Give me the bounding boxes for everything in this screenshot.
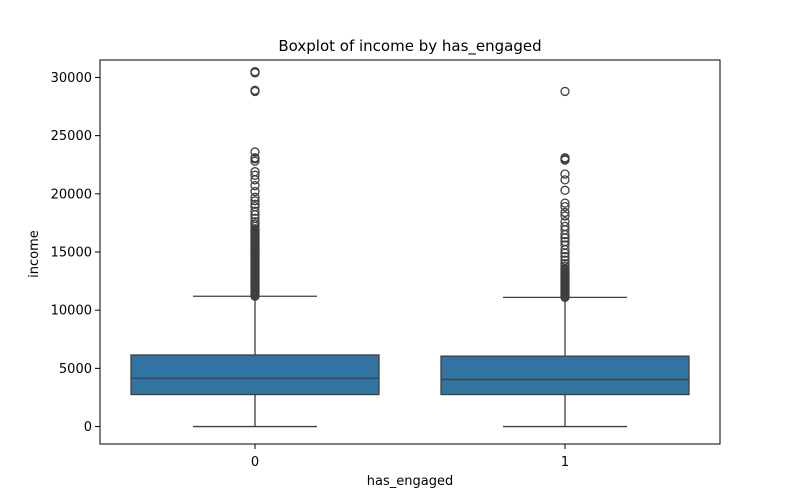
y-tick-label: 5000 (59, 362, 92, 377)
outlier-point (250, 213, 260, 223)
outlier-point (560, 201, 570, 212)
y-tick-label: 25000 (51, 129, 92, 144)
outlier-point (560, 221, 570, 232)
outlier-point (560, 252, 570, 262)
x-tick-label: 0 (251, 455, 259, 470)
x-tick-label: 1 (561, 455, 569, 470)
outlier-point (560, 240, 570, 250)
outlier-point (560, 217, 570, 227)
boxes-group (130, 66, 690, 428)
y-axis-label: income (27, 230, 42, 278)
y-tick-label: 0 (84, 420, 92, 435)
outlier-point (250, 170, 260, 180)
outlier-point (560, 211, 570, 221)
outlier-point (250, 147, 260, 157)
outlier-point (560, 175, 570, 185)
outlier-point (250, 196, 260, 206)
y-tick-label: 15000 (51, 246, 92, 261)
box-group-1 (440, 86, 690, 428)
chart-title: Boxplot of income by has_engaged (278, 37, 541, 56)
outlier-point (250, 153, 260, 163)
outlier-point (560, 86, 570, 97)
box-group-0 (130, 66, 380, 428)
outlier-point (560, 185, 570, 195)
outlier-point (560, 258, 570, 269)
outlier-point (250, 199, 260, 209)
x-axis-label: has_engaged (367, 474, 453, 489)
outlier-point (560, 198, 570, 208)
outlier-point (560, 207, 570, 218)
outlier-point (250, 181, 260, 191)
outlier-point (250, 167, 260, 177)
outlier-point (560, 255, 570, 265)
axes-group: 0 5000 10000 15000 20000 25000 30000 0 1 (51, 71, 570, 470)
y-tick-label: 20000 (51, 187, 92, 202)
y-tick-label: 30000 (51, 71, 92, 86)
outlier-point (250, 206, 260, 216)
outlier-point (250, 186, 260, 197)
outlier-point (250, 66, 260, 77)
y-tick-label: 10000 (51, 304, 92, 319)
outlier-point (250, 85, 260, 95)
plot-frame (99, 59, 721, 445)
outlier-point (560, 169, 570, 179)
outlier-point (250, 192, 260, 202)
iqr-box (130, 354, 380, 396)
outlier-point (560, 153, 570, 163)
iqr-box (440, 355, 690, 396)
outlier-point (560, 236, 570, 247)
outlier-point (250, 217, 260, 227)
